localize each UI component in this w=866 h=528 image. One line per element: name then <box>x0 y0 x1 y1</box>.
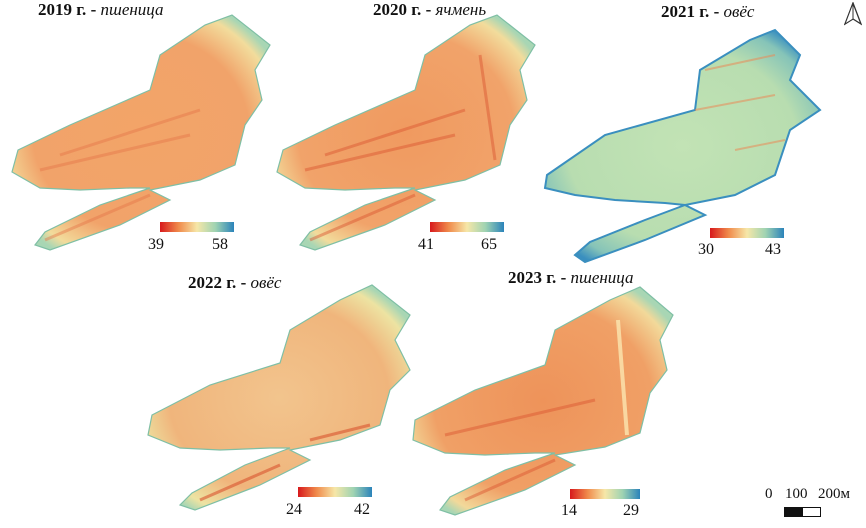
colorbar-min: 24 <box>286 501 302 518</box>
panel-crop: овёс <box>250 273 282 292</box>
colorbar-min: 39 <box>148 236 164 253</box>
field-shape <box>276 14 536 251</box>
panel-year: 2020 г. <box>373 0 422 19</box>
panel-crop: пшеница <box>100 0 164 19</box>
colorbar <box>430 222 504 232</box>
scale-segment-white <box>802 507 821 517</box>
field-map <box>412 286 674 516</box>
colorbar-min: 14 <box>561 502 577 519</box>
field-shape <box>11 14 271 251</box>
scale-bar: 0 100 200м <box>760 486 864 520</box>
map-panel-2023: 2023 г. - пшеница 14 29 <box>405 265 705 528</box>
colorbar <box>710 228 784 238</box>
colorbar-max: 65 <box>481 236 497 253</box>
colorbar-max: 58 <box>212 236 228 253</box>
colorbar-max: 42 <box>354 501 370 518</box>
field-shape <box>543 28 822 264</box>
colorbar-min: 41 <box>418 236 434 253</box>
field-map <box>147 284 411 511</box>
colorbar-max: 29 <box>623 502 639 519</box>
panel-separator: - <box>86 0 101 19</box>
field-map <box>276 14 536 251</box>
panel-year: 2019 г. <box>38 0 87 19</box>
panel-title: 2021 г. - овёс <box>661 2 754 22</box>
panel-separator: - <box>556 268 571 287</box>
panel-year: 2023 г. <box>508 268 557 287</box>
field-map <box>543 28 822 264</box>
panel-crop: пшеница <box>570 268 634 287</box>
north-arrow-icon <box>843 1 863 26</box>
map-panel-2022: 2022 г. - овёс 24 42 <box>140 265 440 528</box>
colorbar <box>298 487 372 497</box>
panel-title: 2020 г. - ячмень <box>373 0 486 20</box>
panel-crop: ячмень <box>435 0 487 19</box>
map-panel-2020: 2020 г. - ячмень 41 65 <box>265 0 555 270</box>
panel-separator: - <box>421 0 436 19</box>
field-shape <box>147 284 411 511</box>
panel-crop: овёс <box>723 2 755 21</box>
colorbar <box>570 489 640 499</box>
scale-segment-black <box>784 507 803 517</box>
map-panel-2021: 2021 г. - овёс 30 43 <box>535 0 835 270</box>
scale-tick-200: 200м <box>818 486 850 502</box>
panel-year: 2022 г. <box>188 273 237 292</box>
map-panel-2019: 2019 г. - пшеница 39 58 <box>0 0 290 270</box>
scale-tick-0: 0 <box>765 486 773 502</box>
colorbar-max: 43 <box>765 241 781 258</box>
panel-year: 2021 г. <box>661 2 710 21</box>
colorbar-min: 30 <box>698 241 714 258</box>
scale-tick-100: 100 <box>785 486 808 502</box>
field-shape <box>412 286 674 516</box>
panel-title: 2019 г. - пшеница <box>38 0 164 20</box>
field-map <box>11 14 271 251</box>
panel-separator: - <box>236 273 251 292</box>
panel-title: 2022 г. - овёс <box>188 273 281 293</box>
colorbar <box>160 222 234 232</box>
panel-separator: - <box>709 2 724 21</box>
panel-title: 2023 г. - пшеница <box>508 268 634 288</box>
